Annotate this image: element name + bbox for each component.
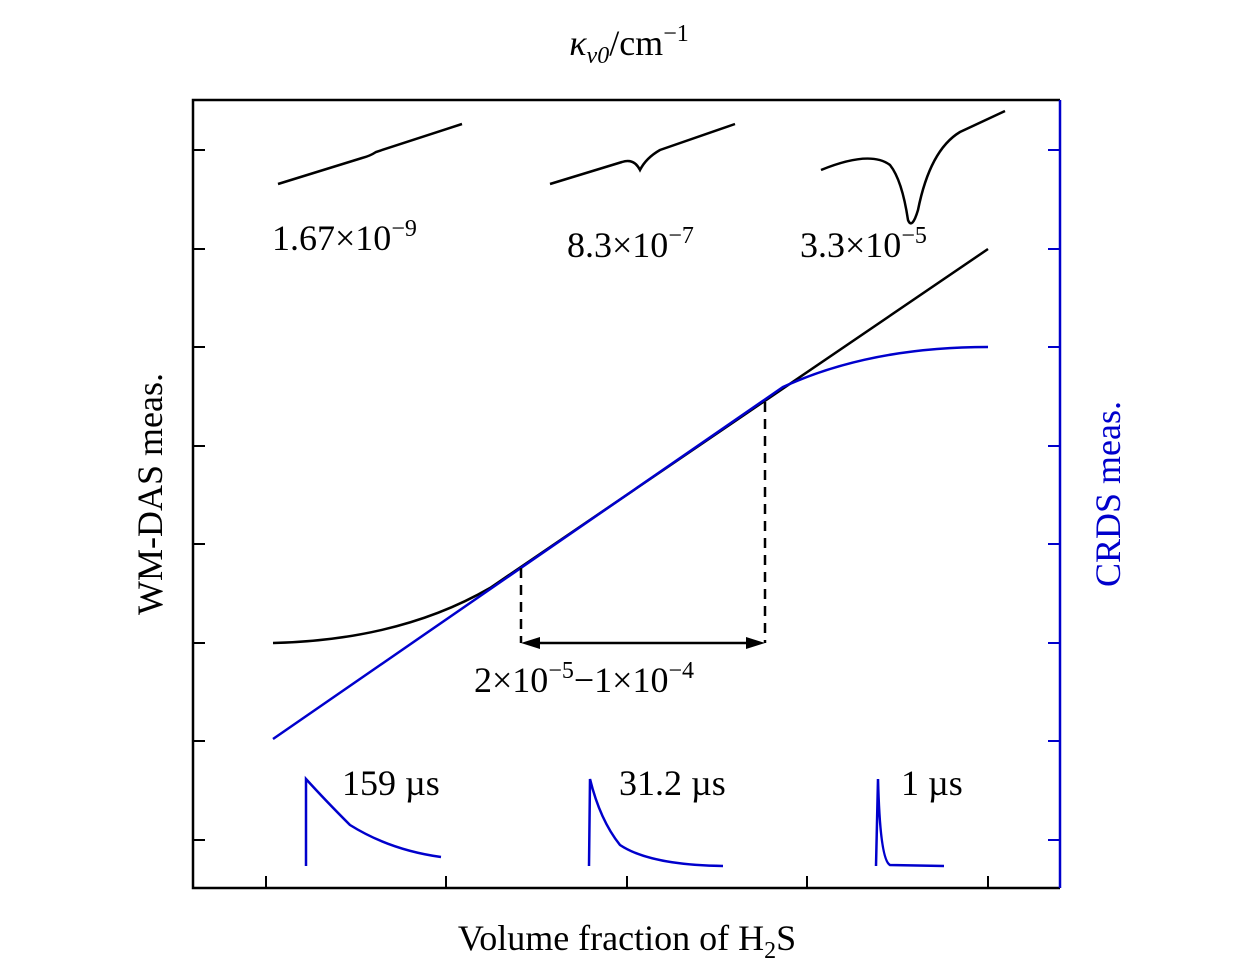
decay-label: 159 µs [342,763,440,803]
text-part: −9 [391,216,417,242]
decay-label: 1 µs [901,763,963,803]
y-label: WM-DAS meas. [130,373,170,615]
text-part: −1×10 [574,660,669,700]
text-part: 3.3×10 [800,225,901,265]
decay-label: 31.2 µs [619,763,726,803]
text-part: 1.67×10 [272,218,391,258]
text-part: 2 [764,938,776,964]
x-label: Volume fraction of H2S [458,918,796,964]
left-ticks [193,149,205,841]
y2-label: CRDS meas. [1088,401,1128,587]
spectrum-label: 1.67×10−9 [272,216,417,258]
range-marker [519,402,767,649]
bottom-ticks [265,876,989,888]
spectrum-label: 8.3×10−7 [567,223,694,265]
range-label: 2×10−5−1×10−4 [474,658,694,700]
crds-curve [272,345,989,741]
text-part: ν0 [587,43,610,69]
text-part: −5 [548,658,574,684]
spectrum-label: 3.3×10−5 [800,223,927,265]
text-part: /cm [609,23,663,63]
top-label: κν0/cm−1 [569,21,688,69]
text-part: S [776,918,796,958]
ringdown-insets [304,775,945,868]
text-part: −7 [668,223,694,249]
text-part: −5 [901,223,927,249]
text-part: Volume fraction of H [458,918,764,958]
wm-das-curve [272,247,989,645]
text-part: −1 [663,21,689,47]
spectra-insets [277,109,1006,225]
text-part: 2×10 [474,660,548,700]
right-ticks [1048,149,1060,841]
text-part: κ [569,23,587,63]
text-part: 8.3×10 [567,225,668,265]
text-part: −4 [668,658,694,684]
